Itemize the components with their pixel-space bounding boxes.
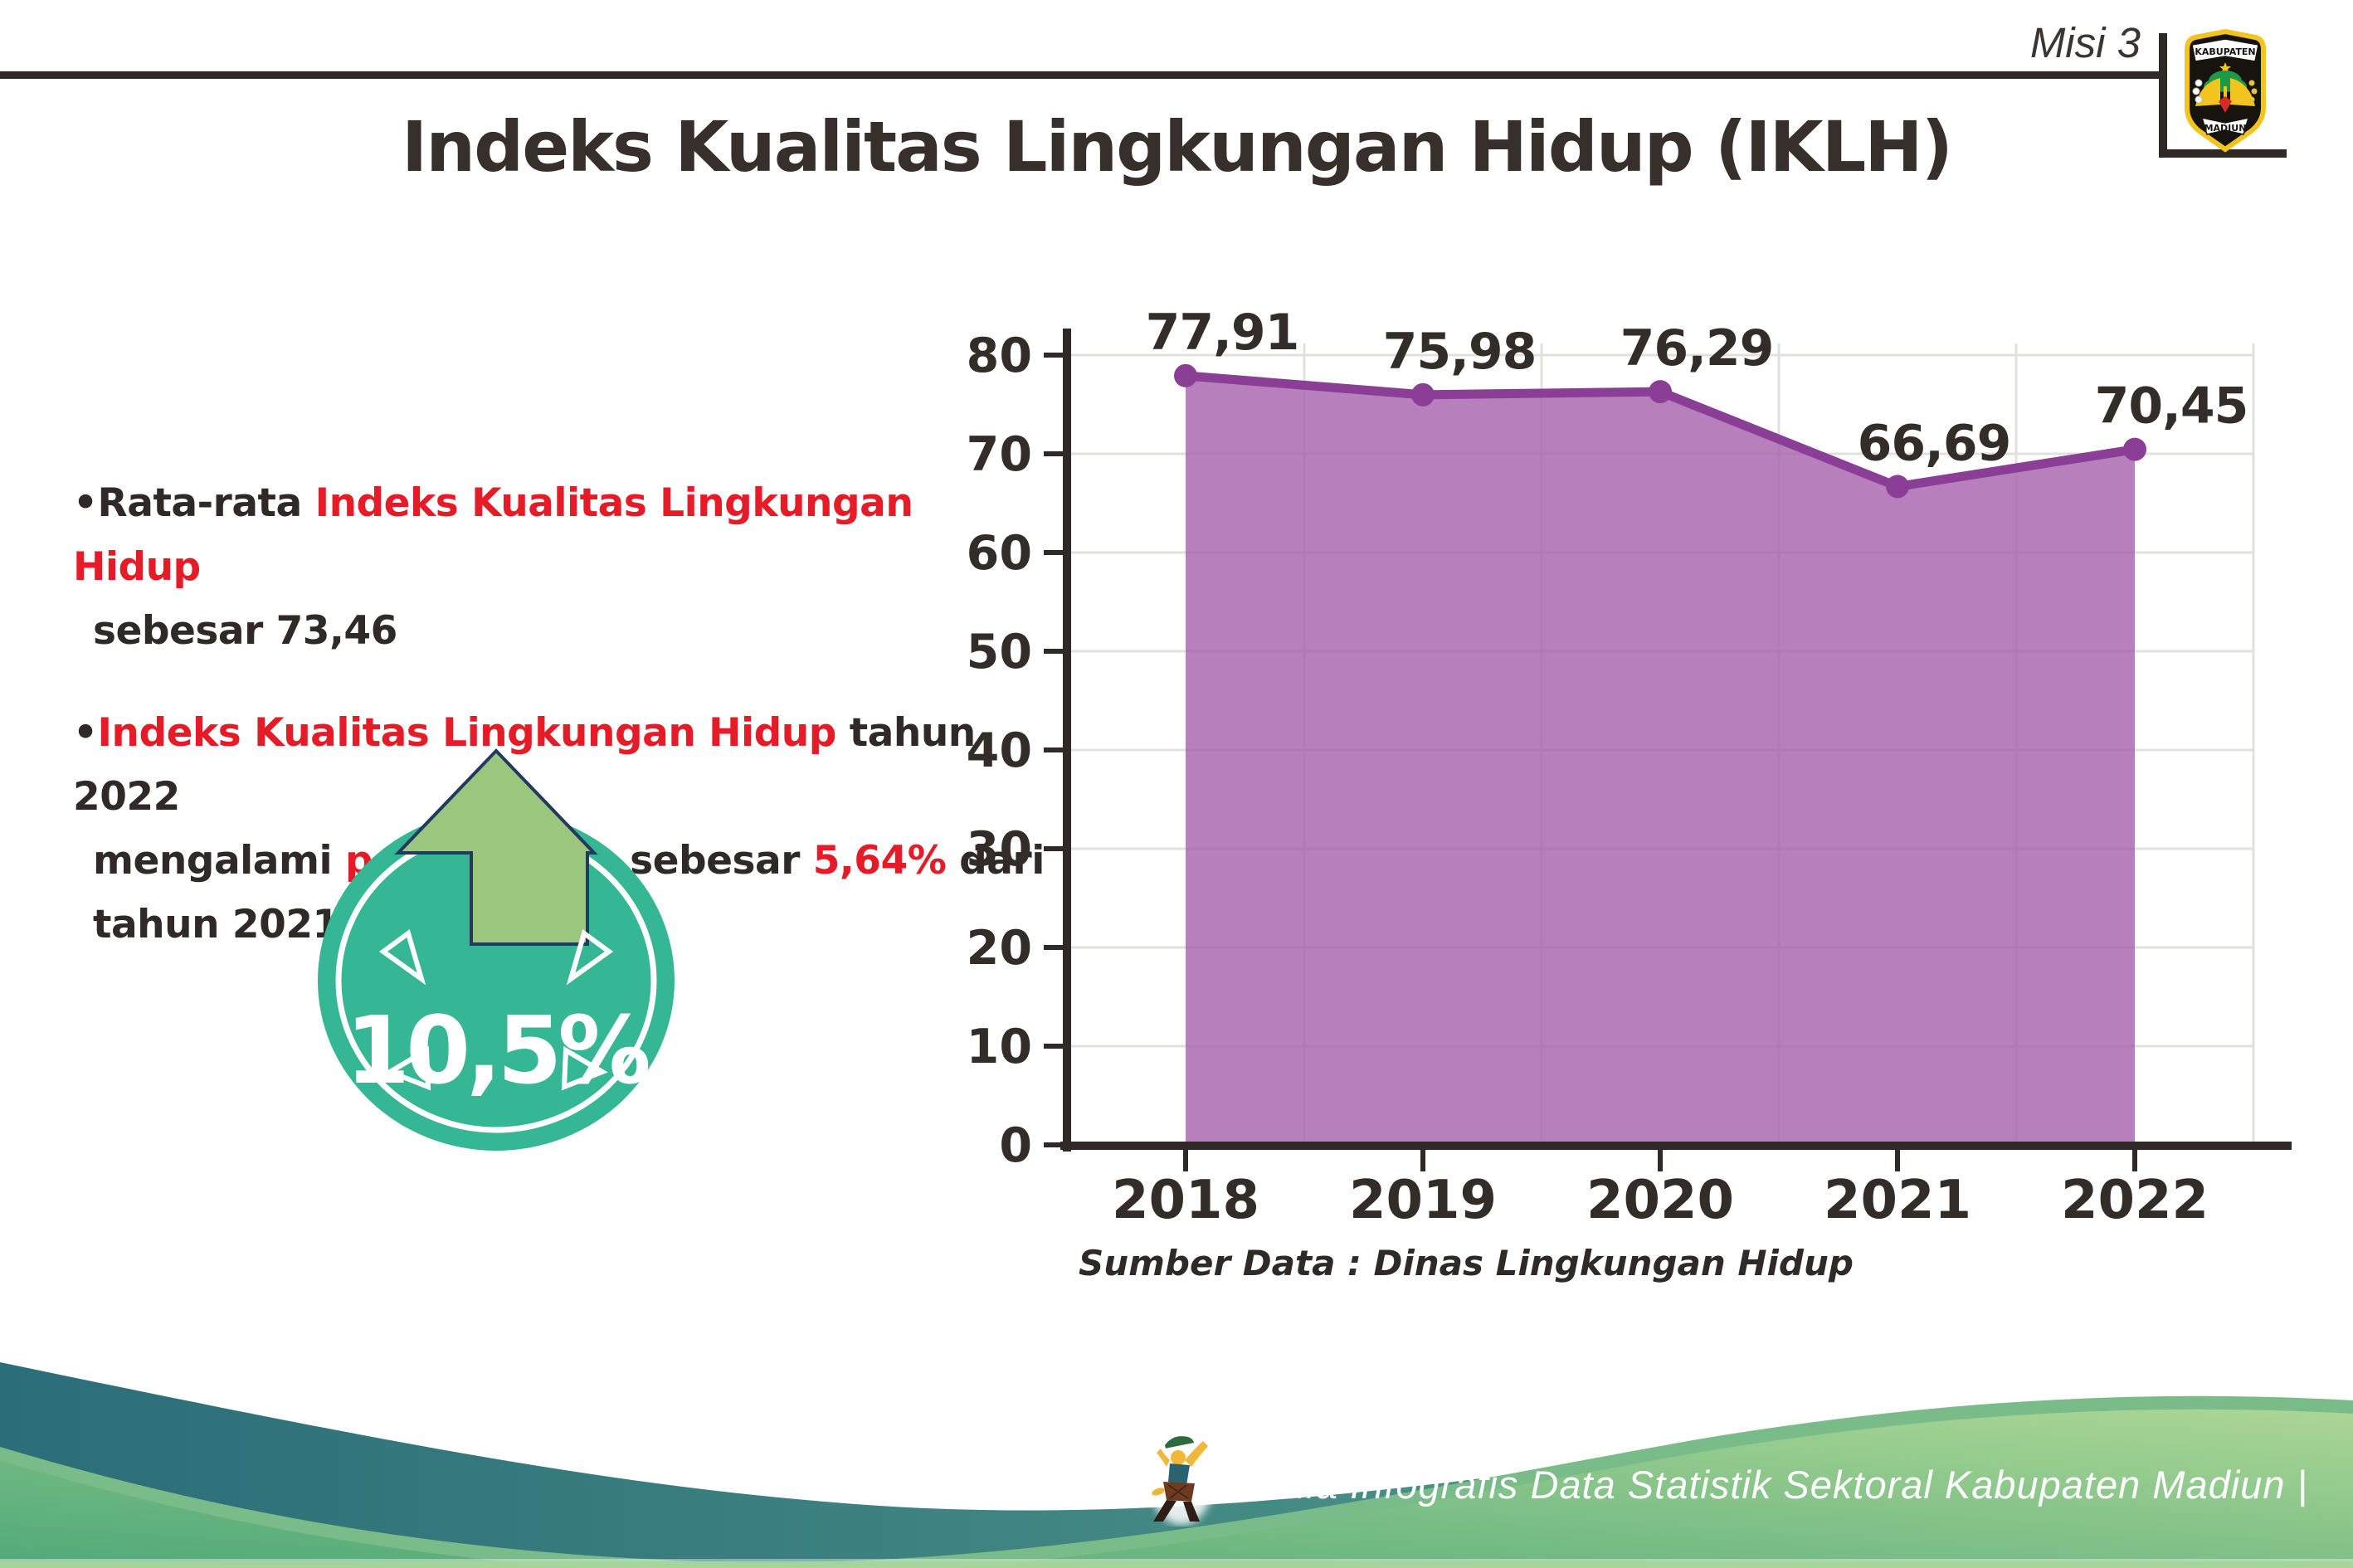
x-tick-label: 2022 — [2061, 1170, 2209, 1231]
mascot-cap-band — [1165, 1443, 1196, 1455]
badge-spark-icon — [384, 1045, 431, 1091]
bullet-2-suffix: tahun 2022 — [73, 710, 976, 820]
kabupaten-madiun-logo: KABUPATEN MADIUN — [2185, 28, 2266, 153]
footer-bottom-strip — [0, 1561, 2353, 1568]
data-point-marker — [1411, 382, 1435, 407]
y-tick-label: 50 — [967, 625, 1032, 679]
logo-rice-icon — [2248, 80, 2255, 86]
logo-top-text: KABUPATEN — [2195, 46, 2255, 57]
up-arrow-icon — [394, 748, 598, 946]
area-fill — [1186, 375, 2135, 1146]
logo-bottom-ribbon — [2200, 117, 2250, 135]
badge-spark-icon — [561, 1045, 608, 1091]
mascot-drum-lattice — [1167, 1484, 1189, 1499]
data-point-marker — [1886, 475, 1909, 499]
mascot-right-leg — [1183, 1502, 1200, 1522]
x-axis — [1060, 1142, 2292, 1150]
footer-waves — [0, 1362, 2353, 1568]
bullet-2-text: mengalami — [93, 838, 345, 884]
bullet-2-text: dari — [946, 838, 1045, 884]
mascot-face — [1171, 1450, 1186, 1465]
data-point-marker — [2123, 437, 2146, 461]
mascot-left-leg — [1153, 1500, 1176, 1522]
logo-cotton-icon — [2192, 87, 2200, 95]
footer-caption: Media Infografis Data Statistik Sektoral… — [1228, 1463, 2308, 1507]
y-tick-label: 20 — [967, 921, 1032, 976]
mascot-fish — [1152, 1488, 1165, 1496]
y-axis — [1063, 329, 1071, 1152]
logo-bottom-text: MADIUN — [2204, 123, 2247, 134]
footer-bottom-line — [0, 1559, 2353, 1561]
logo-right-wing-icon — [2230, 78, 2255, 106]
bullet-1-highlight: Indeks Kualitas Lingkungan Hidup — [73, 480, 913, 590]
bullet-2-marker: • — [73, 710, 98, 756]
logo-cotton-icon — [2195, 79, 2203, 87]
mascot-right-arm — [1185, 1441, 1208, 1467]
bullet-2-percent: 5,64% — [812, 838, 947, 884]
badge-percent-value: 10,5% — [345, 997, 648, 1105]
logo-tree-trunk — [2224, 86, 2227, 100]
x-tick-label: 2021 — [1824, 1170, 1971, 1231]
bullet-2-line-3: tahun 2021 — [93, 902, 339, 947]
y-tick-label: 70 — [967, 427, 1032, 482]
bullet-1-prefix: •Rata-rata — [73, 480, 315, 526]
mascot-left-arm — [1157, 1449, 1170, 1467]
logo-frame-horizontal — [2159, 149, 2287, 158]
y-tick-label: 30 — [967, 822, 1032, 877]
x-tick-label: 2019 — [1349, 1170, 1497, 1231]
mascot-icon — [1150, 1436, 1213, 1525]
data-point-label: 66,69 — [1858, 414, 2011, 472]
data-point-label: 75,98 — [1383, 323, 1537, 381]
source-note: Sumber Data : Dinas Lingkungan Hidup — [1079, 1243, 1854, 1283]
data-point-marker — [1174, 363, 1197, 387]
data-point-label: 76,29 — [1620, 319, 1774, 377]
data-point-label: 77,91 — [1146, 304, 1299, 362]
logo-rice-icon — [2251, 88, 2258, 95]
logo-frame-vertical — [2159, 33, 2167, 158]
bullet-2-highlight: Indeks Kualitas Lingkungan Hidup — [97, 710, 837, 756]
y-tick-label: 40 — [967, 723, 1032, 778]
y-tick-label: 80 — [967, 329, 1032, 383]
page-title: Indeks Kualitas Lingkungan Hidup (IKLH) — [402, 106, 1953, 187]
bullet-1-line-1: •Rata-rata Indeks Kualitas Lingkungan Hi… — [73, 471, 1052, 599]
bullet-1-line-2: sebesar 73,46 — [93, 608, 397, 654]
badge-spark-icon — [378, 929, 426, 986]
logo-cotton-icon — [2195, 95, 2203, 104]
logo-red-emblem — [2219, 96, 2232, 113]
green-wave — [0, 1409, 2353, 1568]
y-tick-label: 10 — [967, 1020, 1032, 1074]
logo-star-icon — [2219, 62, 2231, 74]
y-tick-label: 0 — [999, 1118, 1032, 1173]
badge-spark-icon — [566, 929, 614, 986]
header-rule — [0, 71, 2163, 79]
data-point-label: 70,45 — [2095, 377, 2248, 436]
bullet-2-text: sebesar — [616, 838, 813, 884]
increase-badge: 10,5% — [318, 748, 675, 1151]
logo-rice-icon — [2248, 96, 2255, 103]
x-tick-label: 2018 — [1112, 1170, 1259, 1231]
bullet-2-line-1: •Indeks Kualitas Lingkungan Hidup tahun … — [73, 701, 1052, 829]
misi-label: Misi 3 — [2029, 19, 2141, 66]
y-tick-label: 60 — [967, 526, 1032, 581]
data-point-marker — [1649, 380, 1672, 404]
mascot-sash — [1168, 1463, 1190, 1485]
x-tick-label: 2020 — [1586, 1170, 1734, 1231]
logo-top-ribbon — [2191, 38, 2259, 62]
